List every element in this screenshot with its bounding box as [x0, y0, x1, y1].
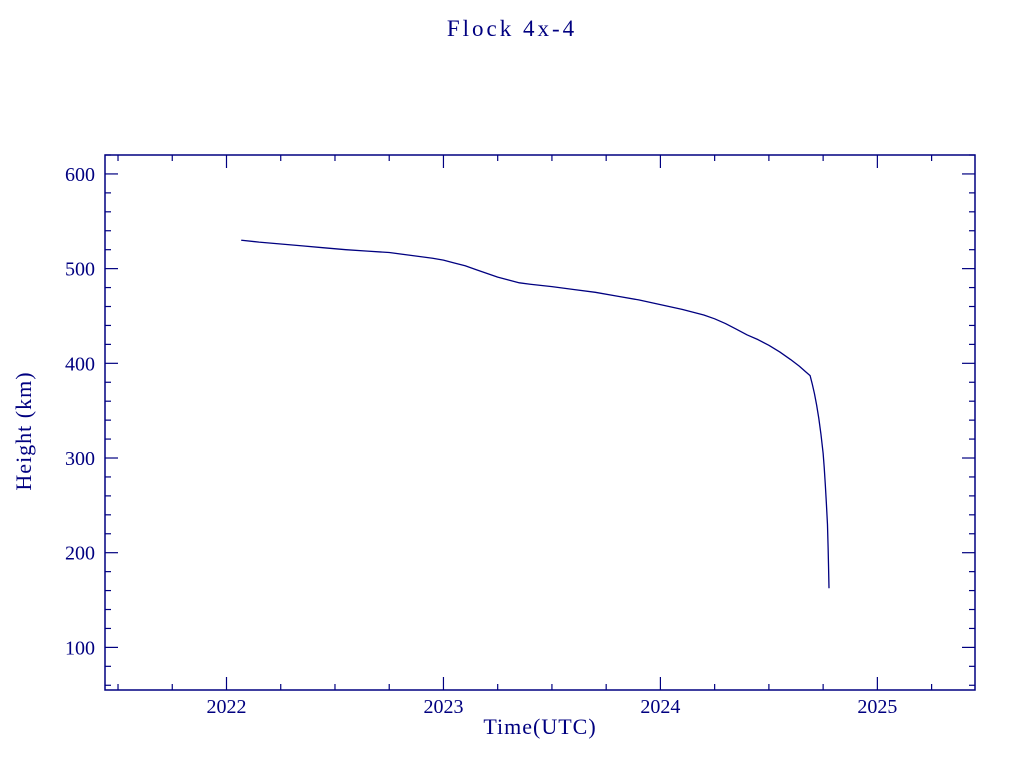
x-tick-label: 2025 [857, 696, 897, 718]
plot-frame [104, 154, 976, 691]
axis-ticks [105, 154, 975, 690]
x-tick-label: 2022 [206, 696, 246, 718]
x-axis-label: Time(UTC) [483, 714, 597, 739]
chart-title: Flock 4x-4 [446, 16, 578, 41]
x-tick-label: 2024 [640, 696, 680, 718]
y-tick-label: 200 [65, 543, 95, 565]
y-axis-label: Height (km) [11, 371, 36, 491]
y-tick-label: 400 [65, 353, 95, 375]
y-tick-label: 600 [65, 164, 95, 186]
x-tick-label: 2023 [423, 696, 463, 718]
y-tick-label: 500 [65, 259, 95, 281]
tick-labels: 2022 2023 2024 2025 100 200 300 400 500 600 [65, 164, 897, 718]
y-tick-label: 300 [65, 448, 95, 470]
decay-curve [241, 239, 830, 589]
y-tick-label: 100 [65, 637, 95, 659]
